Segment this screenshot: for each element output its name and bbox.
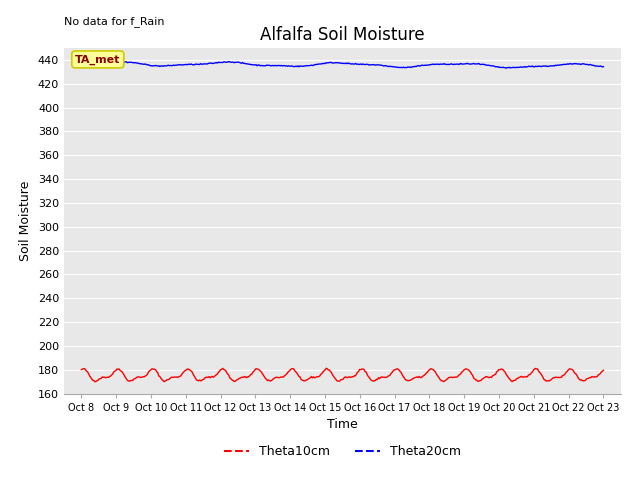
Legend: Theta10cm, Theta20cm: Theta10cm, Theta20cm — [219, 440, 466, 463]
Text: No data for f_Rain: No data for f_Rain — [64, 16, 164, 27]
Y-axis label: Soil Moisture: Soil Moisture — [19, 180, 33, 261]
Text: TA_met: TA_met — [75, 54, 120, 65]
Title: Alfalfa Soil Moisture: Alfalfa Soil Moisture — [260, 25, 425, 44]
X-axis label: Time: Time — [327, 418, 358, 431]
